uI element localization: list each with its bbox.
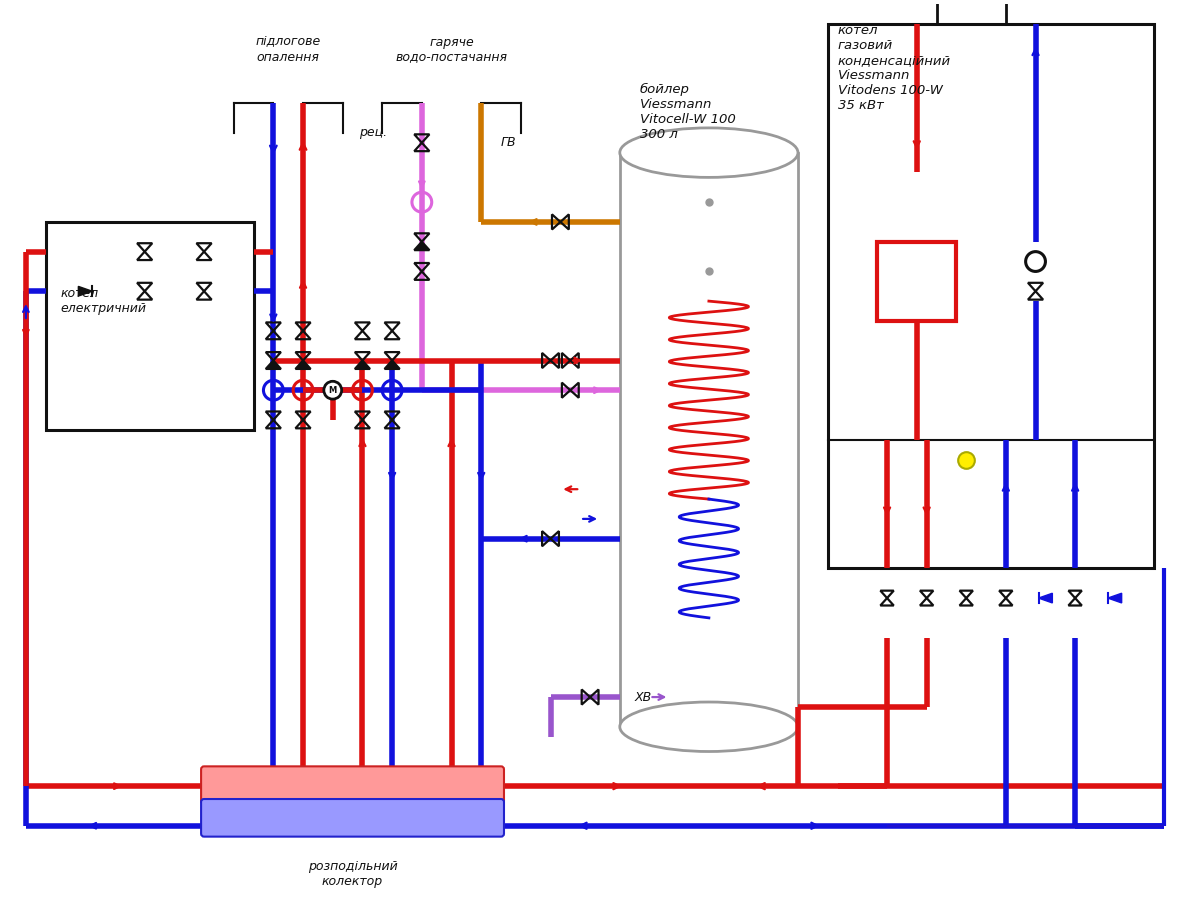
Text: котел
газовий
конденсаційний
Viessmann
Vitodens 100-W
35 кВт: котел газовий конденсаційний Viessmann V… (838, 24, 950, 112)
Circle shape (324, 381, 342, 399)
Polygon shape (265, 360, 281, 369)
Text: гаряче
водо-постачання: гаряче водо-постачання (396, 36, 508, 63)
Text: M: M (329, 386, 337, 394)
Polygon shape (414, 242, 430, 250)
Ellipse shape (619, 702, 798, 752)
Polygon shape (384, 360, 400, 369)
Text: ГВ: ГВ (502, 136, 517, 149)
Polygon shape (355, 360, 370, 369)
Bar (619, 153, 798, 727)
Text: бойлер
Viessmann
Vitocell-W 100
300 л: бойлер Viessmann Vitocell-W 100 300 л (640, 84, 736, 142)
Text: ХВ: ХВ (635, 690, 652, 704)
FancyBboxPatch shape (202, 799, 504, 836)
FancyBboxPatch shape (202, 766, 504, 804)
Polygon shape (1108, 594, 1122, 603)
Ellipse shape (619, 128, 798, 177)
Polygon shape (78, 287, 92, 296)
Polygon shape (295, 360, 311, 369)
Text: підлогове
опалення: підлогове опалення (256, 36, 320, 63)
Bar (46, 221, 253, 430)
Text: котел
електричний: котел електричний (60, 287, 146, 315)
Text: рец.: рец. (359, 126, 388, 140)
Text: розподільний
колектор: розподільний колектор (307, 860, 397, 889)
Polygon shape (1038, 594, 1052, 603)
Bar (877, 242, 956, 321)
Bar (828, 24, 1154, 568)
